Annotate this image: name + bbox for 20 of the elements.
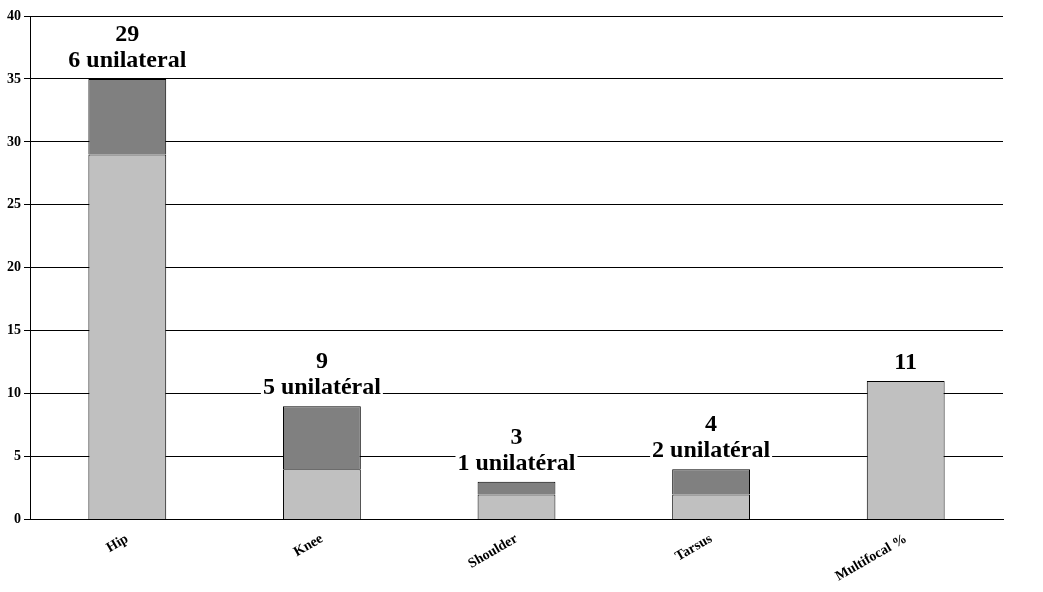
y-tick-label: 40 [7, 7, 21, 23]
data-label: 6 unilateral [68, 46, 187, 73]
y-tick-label: 5 [14, 448, 21, 464]
y-tick-label: 20 [7, 259, 21, 275]
data-label: 2 unilatéral [652, 436, 771, 463]
annotation: 29 [115, 20, 140, 47]
annotation: 9 [315, 347, 328, 374]
x-tick-label: Knee [290, 530, 326, 560]
y-tick-label: 10 [7, 385, 21, 401]
data-label: 1 unilatéral [457, 449, 576, 476]
data-label: 5 unilatéral [262, 373, 382, 400]
y-tick-label: 15 [7, 322, 21, 338]
y-tick-label: 25 [7, 196, 21, 212]
x-tick-label: Hip [103, 530, 131, 555]
y-tick-label: 35 [7, 70, 21, 86]
annotation: 4 [705, 410, 718, 437]
y-tick-label: 30 [7, 133, 21, 149]
annotation: 11 [894, 348, 918, 375]
annotation: 3 [510, 423, 523, 450]
y-tick-label: 0 [14, 511, 21, 527]
